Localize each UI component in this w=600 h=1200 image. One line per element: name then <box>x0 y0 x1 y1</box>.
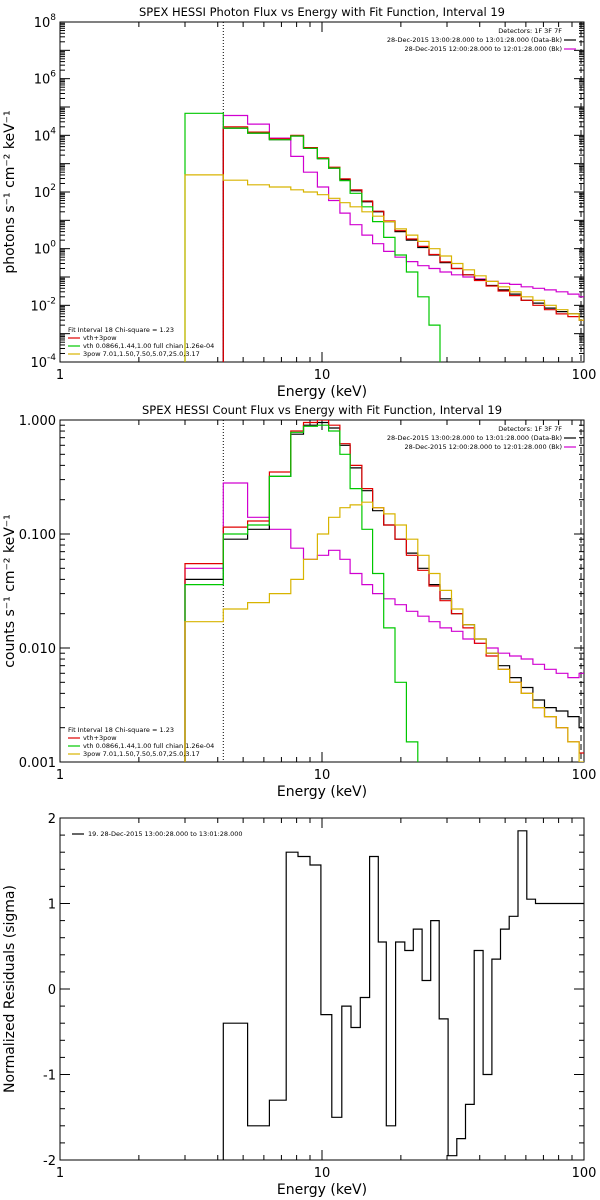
series-magenta-line <box>184 482 584 762</box>
photon-flux-panel: 1 10 100 10-4 10-2 100 102 104 106 108 SPEX HESSI … <box>2 5 596 400</box>
series-green-line <box>184 424 419 762</box>
legend-entry: vth+3pow <box>83 734 117 742</box>
legend-entry: vth+3pow <box>83 334 117 342</box>
x-tick-label: 10 <box>314 368 331 383</box>
y-tick-label: -1 <box>43 1069 56 1084</box>
series-yellow-line <box>184 501 584 762</box>
y-tick-label: 0.001 <box>19 756 56 771</box>
x-tick-label: 1 <box>56 368 64 383</box>
residuals-panel: 1 10 100 -2 -1 0 1 2 Energy (keV) Normalized Resi… <box>2 812 596 1198</box>
chart-title: SPEX HESSI Count Flux vs Energy with Fit… <box>142 403 502 417</box>
y-tick-label: 2 <box>48 812 56 827</box>
header-line: 28-Dec-2015 12:00:28.000 to 12:01:28.000… <box>405 45 563 53</box>
y-tick-label: 106 <box>34 70 57 88</box>
y-tick-label: 102 <box>34 183 56 201</box>
x-tick-label: 100 <box>572 1166 597 1181</box>
x-tick-label: 1 <box>56 1166 64 1181</box>
plot-frame <box>59 21 585 363</box>
x-axis-label: Energy (keV) <box>277 384 367 400</box>
y-tick-label: 10-4 <box>30 353 56 371</box>
header-line: 28-Dec-2015 13:00:28.000 to 13:01:28.000… <box>387 36 562 44</box>
y-tick-label: 0.010 <box>19 642 56 657</box>
legend-entry: 19. 28-Dec-2015 13:00:28.000 to 13:01:28… <box>88 830 243 838</box>
y-tick-label: 10-2 <box>30 296 56 314</box>
header-line: 28-Dec-2015 13:00:28.000 to 13:01:28.000… <box>387 434 562 442</box>
plot-frame <box>59 817 585 1161</box>
x-tick-label: 100 <box>572 368 597 383</box>
series-yellow-line <box>184 174 584 362</box>
y-tick-label: 104 <box>34 126 57 144</box>
y-tick-label: 108 <box>34 13 57 31</box>
legend-entry: vth 0.0866,1.44,1.00 full chian 1.26e-04 <box>83 742 214 750</box>
series-red-line <box>184 420 584 762</box>
y-tick-label: 100 <box>34 240 57 258</box>
series-black-line <box>184 421 584 762</box>
x-tick-label: 10 <box>314 1166 331 1181</box>
legend-entry: 3pow 7.01,1.50,7.50,5.07,25.0,3.17 <box>83 350 200 358</box>
header-line: Detectors: 1F 3F 7F <box>498 27 562 35</box>
series-black-line <box>222 127 584 362</box>
chart-title: SPEX HESSI Photon Flux vs Energy with Fi… <box>139 5 505 19</box>
series-red-line <box>222 126 584 362</box>
x-tick-label: 1 <box>56 768 64 783</box>
x-tick-label: 100 <box>572 768 597 783</box>
x-tick-label: 10 <box>314 768 331 783</box>
series-magenta-line <box>222 114 584 362</box>
x-axis-label: Energy (keV) <box>277 1182 367 1198</box>
header-line: Detectors: 1F 3F 7F <box>498 425 562 433</box>
header-line: 28-Dec-2015 12:00:28.000 to 12:01:28.000… <box>405 443 563 451</box>
y-tick-label: 0.100 <box>19 528 56 543</box>
count-flux-panel: 1 10 100 0.001 0.010 0.100 1.000 SPEX HESSI Cou… <box>2 403 596 800</box>
y-axis-label: counts s⁻¹ cm⁻² keV⁻¹ <box>2 514 18 668</box>
y-tick-label: 1 <box>48 898 56 913</box>
plot-frame <box>59 419 585 763</box>
legend-entry: vth 0.0866,1.44,1.00 full chian 1.26e-04 <box>83 342 214 350</box>
y-tick-label: -2 <box>43 1154 56 1169</box>
legend-entry: 3pow 7.01,1.50,7.50,5.07,25.0,3.17 <box>83 750 200 758</box>
y-axis-label: Normalized Residuals (sigma) <box>2 885 18 1093</box>
y-tick-label: 0 <box>48 983 56 998</box>
x-axis-label: Energy (keV) <box>277 784 367 800</box>
y-tick-label: 1.000 <box>19 414 56 429</box>
series-black-line <box>222 830 584 1160</box>
legend-title: Fit Interval 18 Chi-square = 1.23 <box>68 726 174 734</box>
legend-title: Fit Interval 18 Chi-square = 1.23 <box>68 326 174 334</box>
y-axis-label: photons s⁻¹ cm⁻² keV⁻¹ <box>2 110 18 273</box>
series-green-line <box>184 112 441 362</box>
